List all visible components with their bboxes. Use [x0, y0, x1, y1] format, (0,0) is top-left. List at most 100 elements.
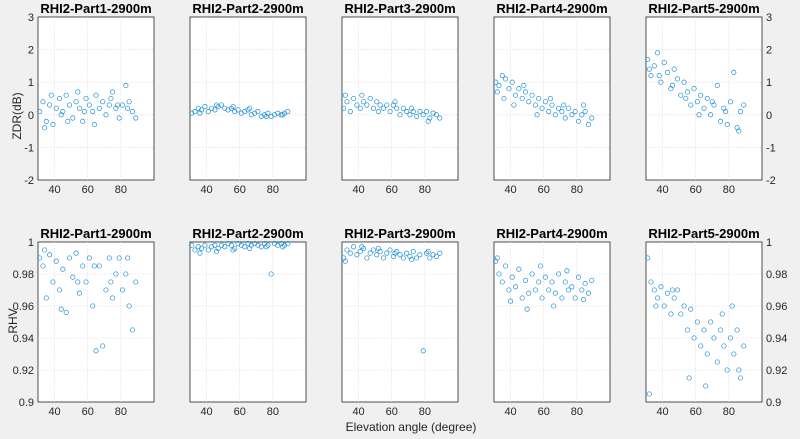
data-point	[656, 73, 662, 79]
data-point	[351, 95, 357, 102]
panel-r1-c5: 40 60 80 -2 -1 0 1 2 3 RHI2-Part5-2900m	[645, 1, 776, 196]
data-point	[409, 105, 415, 111]
data-point	[341, 255, 347, 261]
data-point	[364, 255, 370, 261]
data-point	[425, 249, 431, 255]
data-point	[512, 92, 519, 98]
x-tick-label: 80	[419, 184, 431, 196]
data-point	[512, 284, 519, 290]
y-tick-label: -1	[766, 142, 776, 154]
data-point	[414, 255, 420, 261]
data-point	[580, 102, 587, 108]
data-point	[63, 309, 69, 315]
data-point	[648, 279, 654, 285]
data-point	[70, 274, 76, 280]
data-point	[494, 89, 500, 95]
data-point	[655, 50, 661, 56]
data-point	[708, 112, 714, 118]
data-point	[501, 95, 507, 102]
data-point	[213, 249, 220, 255]
data-point	[43, 118, 49, 124]
data-point	[407, 253, 413, 259]
y-axis-label-zdr: ZDR(dB)	[10, 92, 24, 139]
data-point	[86, 255, 92, 261]
data-point	[42, 125, 48, 131]
data-point	[73, 99, 79, 105]
data-point	[724, 122, 730, 128]
data-point	[552, 112, 558, 118]
data-point	[70, 115, 76, 121]
data-point	[192, 108, 198, 115]
data-point	[242, 244, 248, 250]
data-point	[425, 118, 431, 124]
data-point	[566, 105, 572, 111]
data-point	[714, 359, 720, 365]
data-point	[714, 82, 720, 89]
data-point	[404, 250, 410, 256]
data-point	[357, 249, 363, 255]
data-point	[400, 105, 406, 111]
data-point	[40, 263, 46, 269]
data-point	[561, 102, 567, 108]
data-point	[648, 73, 654, 79]
panel-r1-c3: 40 60 80 RHI2-Part3-2900m	[341, 1, 459, 196]
panel-title: RHI2-Part2-2900m	[192, 226, 303, 241]
data-point	[113, 271, 119, 277]
x-tick-label: 80	[115, 184, 127, 196]
data-point	[86, 102, 92, 108]
data-point	[549, 102, 555, 108]
data-point	[205, 247, 211, 253]
data-point	[60, 266, 66, 272]
data-point	[285, 241, 291, 247]
data-point	[265, 242, 271, 248]
data-point	[727, 335, 734, 341]
data-point	[691, 86, 697, 92]
data-point	[664, 290, 671, 296]
axes-box	[37, 16, 155, 181]
data-point	[377, 249, 383, 255]
axes-box	[37, 241, 155, 403]
panel-r1-c2: 40 60 80 RHI2-Part2-2900m	[189, 1, 307, 196]
data-point	[235, 107, 241, 113]
x-tick-label: 80	[267, 184, 279, 196]
data-point	[506, 86, 512, 92]
data-point	[100, 99, 106, 105]
data-point	[367, 95, 373, 102]
y-tick-label: 2	[28, 45, 34, 57]
data-point	[189, 242, 195, 248]
panel-title: RHI2-Part5-2900m	[648, 226, 759, 241]
data-point	[390, 253, 396, 259]
data-point	[123, 82, 129, 89]
data-point	[727, 99, 734, 105]
data-point	[255, 108, 261, 115]
data-point	[569, 112, 575, 118]
data-point	[116, 255, 122, 261]
data-point	[42, 247, 48, 253]
data-point	[437, 115, 443, 121]
axes-box	[645, 16, 763, 181]
data-point	[585, 290, 592, 296]
data-point	[263, 113, 269, 119]
data-point	[66, 255, 73, 261]
data-point	[645, 56, 651, 62]
x-tick-label: 60	[82, 406, 94, 418]
data-point	[50, 279, 56, 285]
data-point	[704, 351, 710, 357]
data-point	[202, 104, 208, 110]
data-point	[589, 115, 595, 121]
panel-title: RHI2-Part5-2900m	[648, 1, 759, 16]
axes-box	[189, 241, 307, 403]
data-point	[579, 287, 585, 293]
data-point	[669, 82, 676, 89]
x-tick-label: 40	[504, 406, 516, 418]
data-point	[364, 102, 370, 108]
data-point	[124, 105, 131, 111]
data-point	[258, 244, 264, 250]
data-point	[73, 250, 79, 256]
data-point	[228, 105, 234, 111]
x-tick-label: 80	[723, 406, 735, 418]
data-point	[423, 108, 430, 115]
data-point	[566, 287, 572, 293]
data-point	[734, 327, 740, 333]
